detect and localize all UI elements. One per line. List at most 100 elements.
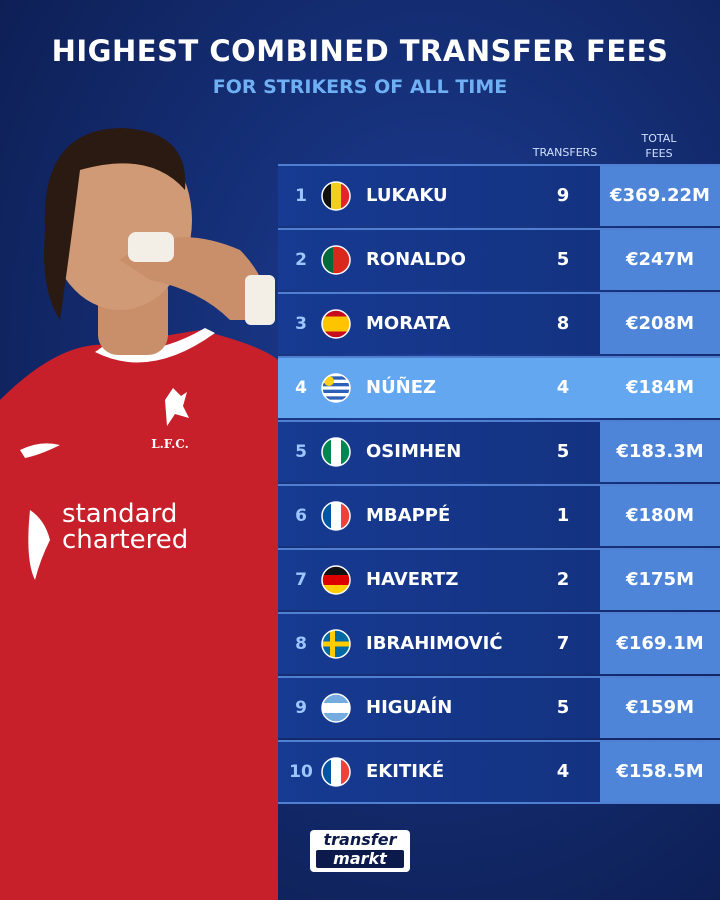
table-row: 5 OSIMHEN 5 €183.3M: [278, 420, 720, 482]
flag-stripe: [322, 758, 332, 786]
cell-fees: €158.5M: [600, 742, 720, 802]
column-header: TRANSFERS: [532, 146, 598, 159]
cell-fees: €180M: [600, 486, 720, 546]
flag-stripe: [331, 182, 342, 210]
flag: [321, 373, 351, 403]
hair: [44, 128, 186, 320]
sponsor-icon: [28, 510, 50, 580]
flag: [321, 245, 351, 275]
flag: [321, 501, 351, 531]
cell-transfers: 5: [556, 441, 570, 462]
player-photo: standard chartered L.F.C.: [0, 128, 278, 900]
flag-stripe: [322, 389, 350, 394]
tape: [128, 232, 174, 262]
flag-stripe: [322, 703, 350, 714]
cell-rank: 3: [295, 314, 307, 334]
cell-transfers: 4: [556, 377, 570, 398]
column-header: TOTAL FEES: [641, 132, 677, 160]
flag-stripe: [322, 331, 350, 338]
flag-stripe: [322, 438, 332, 466]
flag-border: [321, 501, 351, 531]
flag-stripe: [322, 399, 350, 402]
cell-fees: €183.3M: [600, 422, 720, 482]
cell-player: NÚÑEZ: [366, 377, 437, 398]
flag-border: [321, 245, 351, 275]
flag-stripe: [322, 383, 350, 387]
flag-stripe: [322, 374, 350, 377]
cell-fees: €369.22M: [600, 166, 720, 226]
table-row: 10 EKITIKÉ 4 €158.5M: [278, 740, 720, 802]
flag-stripe: [322, 585, 350, 594]
flag-stripe: [322, 393, 350, 397]
flag-border: [321, 181, 351, 211]
cell-transfers: 9: [556, 185, 570, 206]
cell-transfers: 5: [556, 697, 570, 718]
flag: [321, 693, 351, 723]
crest-bird: [165, 388, 189, 426]
flag-stripe: [341, 182, 350, 210]
cell-rank: 7: [295, 570, 307, 590]
flag: [321, 309, 351, 339]
cell-rank: 9: [295, 698, 307, 718]
cell-fees: €208M: [600, 294, 720, 354]
flag-stripe: [331, 438, 342, 466]
flag-stripe: [322, 379, 350, 384]
flag-body: [322, 502, 350, 530]
flag-body: [322, 694, 350, 722]
cell-rank: 1: [295, 186, 307, 206]
cell-fees: €184M: [625, 377, 694, 398]
wrist-tape: [245, 275, 275, 325]
sponsor-text: standard: [62, 499, 177, 529]
cell-transfers: 8: [556, 313, 570, 334]
flag-stripe: [341, 502, 350, 530]
cell-player: MBAPPÉ: [366, 505, 451, 526]
subtitle: FOR STRIKERS OF ALL TIME: [212, 76, 508, 98]
crest-text: L.F.C.: [151, 437, 189, 451]
flag-border: [321, 757, 351, 787]
logo-text: transfer: [323, 830, 397, 849]
flag: [321, 437, 351, 467]
flag-body: [322, 566, 350, 594]
flag: [321, 181, 351, 211]
table-row: 6 MBAPPÉ 1 €180M: [278, 484, 720, 546]
cell-fees: €175M: [600, 550, 720, 610]
title: HIGHEST COMBINED TRANSFER FEES: [51, 34, 669, 68]
flag-stripe: [322, 641, 350, 647]
cell-fees: €169.1M: [600, 614, 720, 674]
flag-stripe: [322, 396, 350, 400]
table-row: 2 RONALDO 5 €247M: [278, 228, 720, 290]
flag-body: [322, 310, 350, 338]
flag-body: [322, 758, 350, 786]
flag-border: [321, 693, 351, 723]
cell-transfers: 2: [556, 569, 570, 590]
flag-body: [322, 630, 350, 658]
flag-body: [322, 182, 350, 210]
jersey: [0, 330, 278, 900]
flag-stripe: [333, 246, 350, 274]
flag-stripe: [331, 758, 342, 786]
flag-stripe: [322, 566, 350, 576]
swoosh: [20, 443, 60, 458]
flag-body: [322, 374, 350, 402]
cell-transfers: 7: [556, 633, 570, 654]
flag-stripe: [322, 246, 334, 274]
logo-text: markt: [316, 850, 404, 868]
logo: transfer markt: [310, 830, 410, 872]
flag-border: [321, 309, 351, 339]
flag-stripe: [322, 310, 350, 317]
flag-stripe: [322, 713, 350, 722]
table-row: 3 MORATA 8 €208M: [278, 292, 720, 354]
cell-player: MORATA: [366, 313, 451, 334]
flag-stripe: [341, 758, 350, 786]
table-row: 9 HIGUAÍN 5 €159M: [278, 676, 720, 738]
flag-stripe: [322, 502, 332, 530]
cell-player: OSIMHEN: [366, 441, 462, 462]
flag-sun: [324, 376, 334, 386]
cell-transfers: 5: [556, 249, 570, 270]
flag-body: [322, 246, 350, 274]
cell-transfers: 1: [556, 505, 570, 526]
flag-stripe: [322, 575, 350, 586]
cell-rank: 10: [289, 762, 313, 782]
table-row: 7 HAVERTZ 2 €175M: [278, 548, 720, 610]
sponsor-text: chartered: [62, 525, 188, 555]
